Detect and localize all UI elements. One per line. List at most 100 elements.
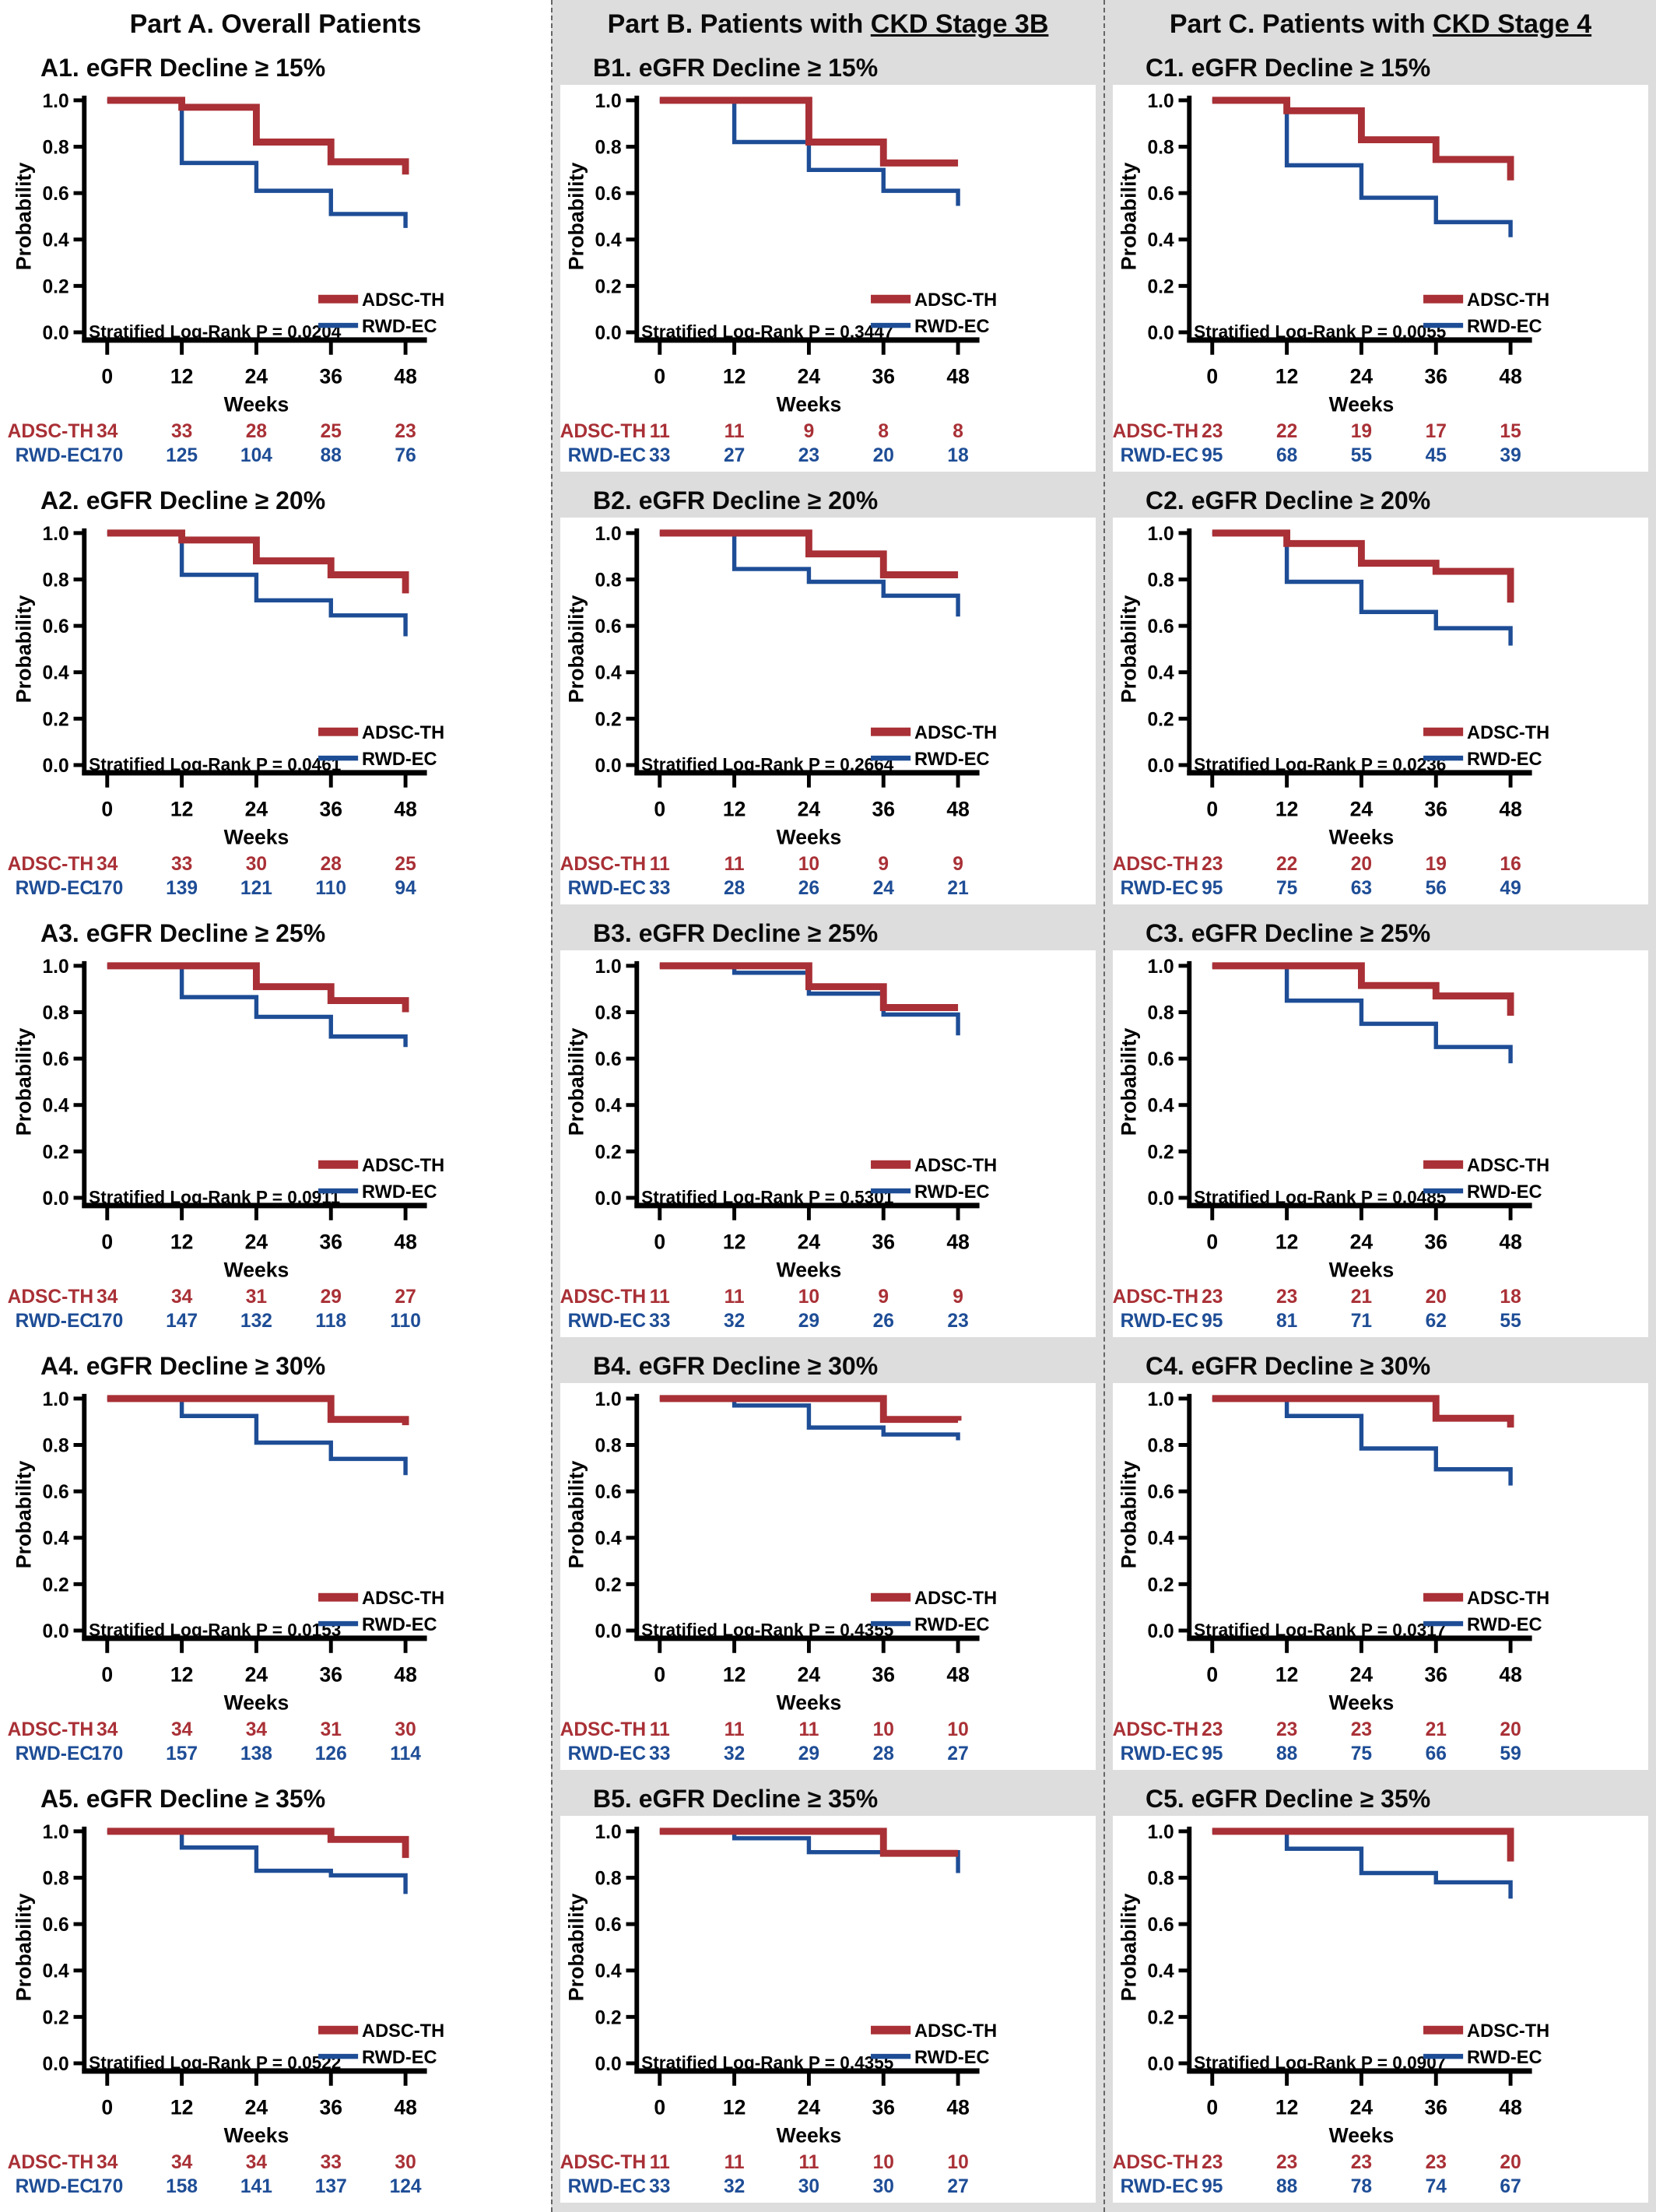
legend-label-adsc-th: ADSC-TH xyxy=(362,1589,444,1609)
y-tick-label: 1.0 xyxy=(42,1389,68,1410)
y-tick-label: 1.0 xyxy=(42,1822,68,1843)
column-header-A: Part A. Overall Patients xyxy=(0,0,551,48)
risk-count: 27 xyxy=(724,445,745,466)
x-tick-label: 36 xyxy=(1425,365,1448,388)
y-tick-label: 0.0 xyxy=(1147,1189,1174,1210)
legend-swatch-adsc-th xyxy=(1423,1592,1464,1602)
y-tick-label: 0.8 xyxy=(42,1436,68,1457)
x-tick-label: 24 xyxy=(1350,1663,1374,1687)
y-tick-label: 0.8 xyxy=(595,138,621,159)
risk-count: 32 xyxy=(724,1743,745,1764)
risk-count: 33 xyxy=(171,421,192,442)
y-tick-label: 0.4 xyxy=(1147,1096,1174,1117)
y-tick-label: 0.6 xyxy=(595,616,621,637)
risk-row-label-rwd-ec: RWD-EC xyxy=(16,2176,94,2197)
risk-count: 32 xyxy=(724,2176,745,2197)
risk-count: 170 xyxy=(91,1743,123,1764)
chart-box: 1.0 0.8 0.6 0.4 0.2 0.0 Probability 0 12 24 36 48 We… xyxy=(560,950,1096,1337)
risk-row-label-rwd-ec: RWD-EC xyxy=(568,878,647,899)
risk-count: 8 xyxy=(953,421,963,442)
logrank-pvalue: Stratified Log-Rank P = 0.0907 xyxy=(1194,2052,1446,2073)
y-tick-label: 0.6 xyxy=(42,616,68,637)
risk-count: 27 xyxy=(395,1287,416,1308)
y-tick-label: 0.8 xyxy=(42,571,68,592)
chart-box: 1.0 0.8 0.6 0.4 0.2 0.0 Probability 0 12 24 36 48 We… xyxy=(1113,518,1648,904)
y-tick-label: 0.2 xyxy=(1147,709,1174,730)
x-tick-label: 36 xyxy=(320,798,343,821)
legend-swatch-rwd-ec xyxy=(871,756,911,761)
panel-title-C3: C3. eGFR Decline ≥ 25% xyxy=(1146,919,1431,947)
x-tick-label: 24 xyxy=(245,1663,268,1687)
legend-label-adsc-th: ADSC-TH xyxy=(1467,1156,1549,1176)
risk-count: 45 xyxy=(1426,445,1447,466)
km-curve-rwd-ec xyxy=(1212,531,1513,646)
legend-label-rwd-ec: RWD-EC xyxy=(914,1615,989,1635)
km-plot-A3: 1.0 0.8 0.6 0.4 0.2 0.0 Probability 0 12 24 36 48 We… xyxy=(8,957,444,1332)
x-axis-title: Weeks xyxy=(1329,392,1395,416)
x-tick-label: 12 xyxy=(170,1663,194,1687)
x-tick-label: 36 xyxy=(872,798,896,821)
risk-count: 114 xyxy=(390,1743,421,1764)
km-panel-B1: B1. eGFR Decline ≥ 15% 1.0 0.8 0.6 0.4 0.2 0.… xyxy=(553,48,1103,481)
risk-row-label-rwd-ec: RWD-EC xyxy=(16,1311,94,1332)
logrank-pvalue: Stratified Log-Rank P = 0.5301 xyxy=(641,1187,893,1207)
risk-count: 10 xyxy=(873,1719,894,1740)
risk-count: 10 xyxy=(873,2152,894,2173)
risk-count: 17 xyxy=(1426,421,1447,442)
y-tick-label: 0.2 xyxy=(1147,1575,1174,1596)
risk-count: 104 xyxy=(240,445,272,466)
y-tick-label: 0.2 xyxy=(42,276,68,297)
risk-count: 19 xyxy=(1351,421,1372,442)
y-tick-label: 0.4 xyxy=(595,1096,621,1117)
legend-label-rwd-ec: RWD-EC xyxy=(362,317,437,337)
risk-count: 34 xyxy=(96,2152,118,2173)
logrank-pvalue: Stratified Log-Rank P = 0.0461 xyxy=(89,754,341,774)
y-axis-title: Probability xyxy=(1117,1461,1141,1569)
legend-label-rwd-ec: RWD-EC xyxy=(1467,317,1542,337)
y-tick-label: 0.0 xyxy=(1147,1621,1174,1642)
legend-label-adsc-th: ADSC-TH xyxy=(914,1589,997,1609)
y-tick-label: 0.8 xyxy=(595,1003,621,1024)
legend-label-adsc-th: ADSC-TH xyxy=(914,2021,997,2042)
risk-count: 125 xyxy=(166,445,198,466)
x-axis-title: Weeks xyxy=(224,392,289,416)
risk-count: 20 xyxy=(873,445,894,466)
risk-count: 34 xyxy=(96,1287,118,1308)
risk-count: 95 xyxy=(1202,878,1223,899)
panel-title-A2: A2. eGFR Decline ≥ 20% xyxy=(40,486,326,514)
y-tick-label: 0.8 xyxy=(42,1869,68,1890)
legend-swatch-rwd-ec xyxy=(318,323,359,328)
y-tick-label: 0.8 xyxy=(42,138,68,159)
x-tick-label: 0 xyxy=(654,365,665,388)
legend-swatch-adsc-th xyxy=(871,2025,911,2035)
column-header-text: Part A. Overall Patients xyxy=(129,9,422,39)
km-curve-rwd-ec xyxy=(659,531,960,617)
risk-count: 28 xyxy=(321,854,342,875)
risk-count: 29 xyxy=(798,1743,819,1764)
x-tick-label: 24 xyxy=(245,365,268,388)
risk-count: 11 xyxy=(724,1719,745,1740)
risk-row-label-adsc-th: ADSC-TH xyxy=(560,421,646,442)
x-tick-label: 36 xyxy=(320,365,343,388)
legend-label-adsc-th: ADSC-TH xyxy=(1467,723,1549,743)
risk-count: 23 xyxy=(1202,1287,1223,1308)
panel-title-B5: B5. eGFR Decline ≥ 35% xyxy=(593,1785,879,1813)
risk-row-label-adsc-th: ADSC-TH xyxy=(8,854,93,875)
risk-count: 39 xyxy=(1500,445,1521,466)
x-tick-label: 48 xyxy=(1499,365,1522,388)
risk-count: 27 xyxy=(947,1743,968,1764)
risk-count: 11 xyxy=(650,421,670,442)
legend-swatch-adsc-th xyxy=(318,1160,359,1169)
risk-count: 157 xyxy=(166,1743,198,1764)
km-plot-B1: 1.0 0.8 0.6 0.4 0.2 0.0 Probability 0 12 24 36 48 We… xyxy=(560,91,997,466)
risk-count: 29 xyxy=(321,1287,342,1308)
risk-count: 23 xyxy=(1351,1719,1372,1740)
y-tick-label: 0.0 xyxy=(595,2054,621,2075)
x-tick-label: 0 xyxy=(654,1231,665,1254)
y-tick-label: 0.2 xyxy=(595,276,621,297)
x-tick-label: 0 xyxy=(101,365,113,388)
y-tick-label: 0.6 xyxy=(595,1915,621,1936)
km-curve-adsc-th xyxy=(107,97,409,175)
km-curve-rwd-ec xyxy=(659,98,960,206)
